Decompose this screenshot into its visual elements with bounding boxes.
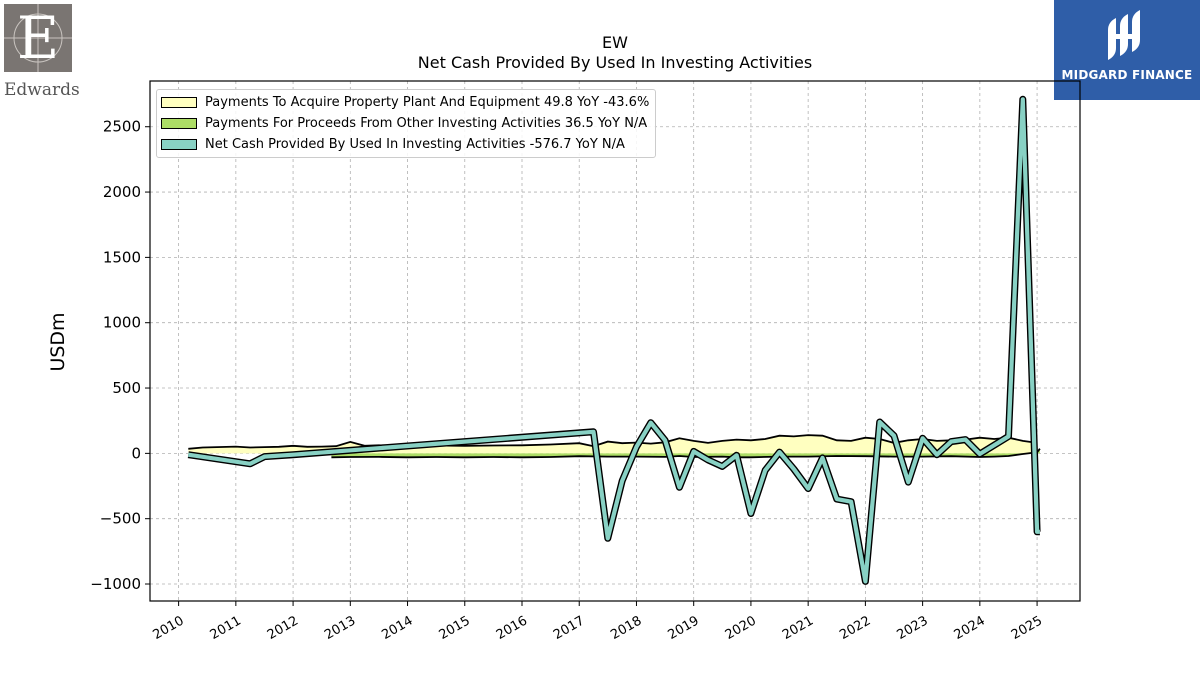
y-tick-label: −500: [100, 510, 141, 528]
legend-label: Payments To Acquire Property Plant And E…: [205, 95, 650, 110]
legend-swatch: [161, 139, 197, 150]
y-tick-label: −1000: [90, 575, 141, 593]
x-tick-label: 2020: [723, 613, 759, 643]
chart-legend: Payments To Acquire Property Plant And E…: [156, 89, 657, 158]
series-line-net-cash: [187, 97, 1040, 584]
chart-subtitle: Net Cash Provided By Used In Investing A…: [417, 53, 813, 72]
edwards-logo-wordmark: Edwards: [4, 80, 80, 100]
x-tick-label: 2011: [208, 613, 244, 643]
midgard-finance-logo: MIDGARD FINANCE: [1054, 0, 1200, 100]
y-tick-label: 1000: [103, 314, 141, 332]
y-tick-label: 2000: [103, 183, 141, 201]
chart-title: EW: [602, 33, 628, 52]
legend-item: Net Cash Provided By Used In Investing A…: [161, 134, 649, 155]
svg-text:E: E: [17, 4, 59, 72]
x-tick-label: 2015: [437, 613, 473, 643]
x-tick-label: 2023: [894, 613, 930, 643]
legend-item: Payments For Proceeds From Other Investi…: [161, 113, 649, 134]
x-tick-label: 2022: [837, 613, 873, 643]
y-tick-label: 500: [112, 379, 141, 397]
series-area-1: [331, 448, 1040, 458]
x-tick-label: 2017: [551, 613, 587, 643]
x-tick-label: 2016: [494, 613, 530, 643]
x-tick-label: 2019: [666, 613, 702, 643]
legend-item: Payments To Acquire Property Plant And E…: [161, 92, 649, 113]
x-tick-label: 2021: [780, 613, 816, 643]
y-tick-label: 0: [131, 444, 141, 462]
x-tick-label: 2018: [608, 613, 644, 643]
series-outline-0: [188, 434, 1038, 450]
legend-label: Net Cash Provided By Used In Investing A…: [205, 137, 625, 152]
legend-swatch: [161, 118, 197, 129]
edwards-logo: E Edwards: [4, 4, 80, 100]
x-tick-label: 2024: [952, 613, 988, 643]
midgard-finance-wordmark: MIDGARD FINANCE: [1061, 68, 1193, 82]
legend-label: Payments For Proceeds From Other Investi…: [205, 116, 648, 131]
y-tick-label: 1500: [103, 248, 141, 266]
edwards-e-logo-icon: E: [4, 4, 72, 72]
x-tick-label: 2012: [265, 613, 301, 643]
legend-swatch: [161, 97, 197, 108]
midgard-finance-logo-icon: [1108, 10, 1140, 60]
y-tick-label: 2500: [103, 118, 141, 136]
x-tick-label: 2014: [379, 613, 415, 643]
x-tick-label: 2025: [1009, 613, 1045, 643]
x-tick-label: 2013: [322, 613, 358, 643]
x-tick-label: 2010: [150, 613, 186, 643]
plot-frame: [149, 80, 1081, 602]
